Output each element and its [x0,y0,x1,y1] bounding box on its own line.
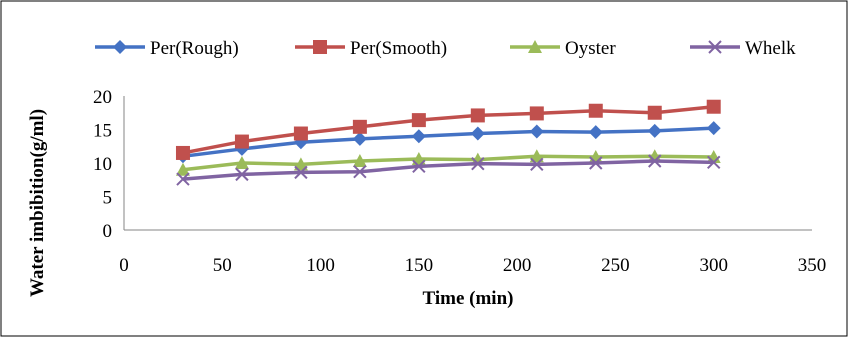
data-point [412,159,426,174]
data-point [234,134,249,149]
data-point [588,103,603,118]
data-point [647,149,662,163]
data-point [411,113,426,128]
data-point [294,165,308,180]
x-tick-label: 250 [601,255,630,276]
data-point [647,105,662,120]
data-point [529,149,544,163]
data-point [529,106,544,121]
data-point [352,131,367,146]
series-line [182,154,714,172]
data-point [648,154,662,168]
y-tick-label: 15 [93,121,112,142]
legend-marker [708,40,722,54]
y-tick-label: 10 [93,154,112,175]
data-point [589,156,603,170]
x-tick-label: 50 [213,255,232,276]
x-axis-title: Time (min) [423,288,514,309]
data-point [176,172,190,186]
legend-marker [313,40,327,54]
x-tick-label: 350 [798,255,827,276]
series-line [182,126,714,159]
data-point [293,126,308,141]
series-per-smooth [175,99,721,160]
data-point [530,157,544,172]
legend: Per(Rough) Per(Smooth) Oyster Whelk [95,38,796,59]
y-tick-label: 5 [103,188,113,209]
legend-label: Whelk [745,38,796,59]
x-tick-label: 300 [699,255,728,276]
x-tick-label: 200 [503,255,532,276]
x-tick-label: 0 [119,255,129,276]
data-point [175,162,190,176]
x-tick-label: 150 [405,255,434,276]
data-point [234,156,249,169]
axes [123,96,812,231]
data-point [352,153,367,167]
series-line [182,104,714,155]
legend-label: Per(Rough) [150,38,239,59]
legend-label: Oyster [565,38,616,59]
legend-item-per-smooth: Per(Smooth) [295,38,447,59]
data-point [411,129,426,144]
data-point [175,145,190,160]
y-tick-label: 0 [103,221,113,242]
y-tick-label: 20 [93,87,112,108]
data-point [529,124,544,139]
data-point [588,125,603,140]
legend-label: Per(Smooth) [350,38,447,59]
legend-marker [528,40,542,53]
data-point [706,121,721,136]
legend-marker [113,40,127,54]
data-point [235,167,249,182]
series-layer [175,99,721,186]
x-tick-label: 100 [306,255,335,276]
legend-item-oyster: Oyster [510,38,616,59]
data-point [706,99,721,114]
data-point [647,123,662,138]
data-point [470,108,485,123]
series-whelk [176,154,721,186]
data-point [293,157,308,171]
series-line [182,159,714,181]
data-point [353,165,367,179]
x-tick-labels: 0 50 100 150 200 250 300 350 [119,255,826,276]
data-point [470,126,485,141]
data-point [707,155,721,170]
legend-item-whelk: Whelk [690,38,796,59]
legend-item-per-rough: Per(Rough) [95,38,239,59]
data-point [352,119,367,134]
y-axis-title: Water imbibition(g/ml) [27,109,48,297]
data-point [471,156,485,171]
y-tick-labels: 0 5 10 15 20 [93,87,112,242]
